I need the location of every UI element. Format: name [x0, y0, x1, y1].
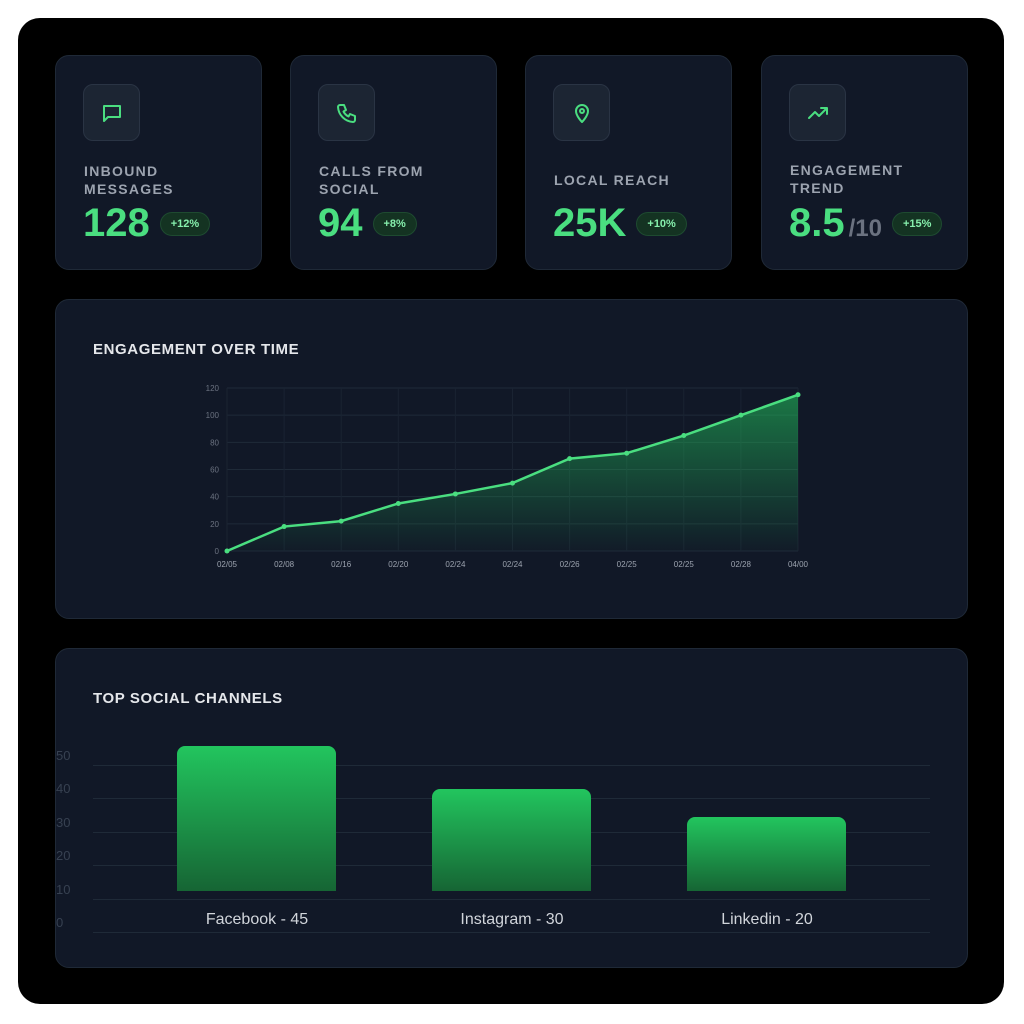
x-tick-label: 04/00: [788, 560, 809, 569]
gridline: [93, 898, 930, 900]
card-label: SOCIAL: [319, 181, 380, 197]
data-point: [567, 456, 573, 462]
y-tick-label: 10: [56, 881, 71, 897]
y-tick-label: 120: [206, 384, 220, 393]
card-value: 8.5: [789, 201, 845, 245]
y-tick-label: 50: [56, 747, 71, 763]
change-badge: +12%: [159, 211, 211, 236]
y-tick-label: 40: [210, 493, 219, 502]
x-tick-label: 02/26: [560, 560, 581, 569]
bar: [432, 788, 591, 891]
chart-title: TOP SOCIAL CHANNELS: [93, 690, 283, 707]
y-tick-label: 40: [56, 781, 71, 796]
bar: [177, 746, 336, 891]
chart-title: ENGAGEMENT OVER TIME: [93, 341, 300, 358]
bar: [687, 817, 846, 891]
card-label: CALLS FROM: [319, 163, 424, 179]
card-engagement-trend[interactable]: ENGAGEMENT TREND 8.5/10 +15%: [761, 55, 968, 270]
card-label: ENGAGEMENT: [790, 162, 904, 178]
gridline: [93, 932, 930, 933]
change-badge: +10%: [636, 211, 687, 236]
card-value: 128: [83, 201, 150, 245]
card-value-suffix: /10: [848, 214, 882, 242]
x-tick-label: 02/25: [617, 560, 638, 569]
card-local-reach[interactable]: LOCAL REACH 25K +10%: [525, 55, 732, 270]
trending-up-icon: [789, 84, 846, 141]
data-point: [624, 450, 630, 456]
y-tick-label: 100: [206, 411, 220, 420]
y-tick-label: 30: [56, 814, 71, 830]
bar-label: Linkedin - 20: [721, 911, 813, 928]
card-calls-from-social[interactable]: CALLS FROM SOCIAL 94 +8%: [290, 55, 497, 270]
y-tick-label: 20: [210, 520, 219, 529]
card-value: 25K: [553, 201, 627, 245]
data-point: [395, 500, 401, 506]
change-badge: +8%: [372, 211, 417, 236]
area-fill: [227, 394, 798, 551]
message-icon: [83, 84, 140, 141]
card-label: INBOUND: [84, 163, 159, 179]
top-social-channels-panel: TOP SOCIAL CHANNELS 0 10 20 30 40 50 Facebook …: [55, 648, 968, 968]
data-point: [738, 412, 744, 418]
change-badge: +15%: [891, 211, 943, 236]
y-tick-label: 20: [56, 848, 71, 863]
x-tick-label: 02/20: [388, 560, 409, 569]
y-tick-label: 60: [210, 466, 219, 475]
bar-label: Instagram - 30: [460, 911, 564, 928]
location-pin-icon: [553, 84, 610, 141]
data-point: [281, 524, 287, 530]
gridline: [93, 764, 930, 766]
y-tick-label: 0: [215, 547, 220, 556]
card-label: TREND: [790, 180, 845, 196]
data-point: [681, 433, 687, 439]
card-label: MESSAGES: [84, 181, 174, 197]
data-point: [452, 491, 458, 497]
data-point: [338, 518, 344, 524]
x-tick-label: 02/24: [445, 560, 466, 569]
line-chart: 0 20 40 60 80 100 120 02/05 02/08 02/16 02/20 02/24…: [206, 384, 809, 569]
data-point: [795, 392, 801, 398]
y-tick-label: 80: [210, 438, 219, 447]
y-tick-label: 0: [56, 915, 64, 930]
phone-icon: [318, 84, 375, 141]
card-label: LOCAL REACH: [554, 172, 670, 188]
x-tick-label: 02/24: [502, 560, 523, 569]
data-point: [510, 480, 515, 486]
data-point: [224, 548, 230, 554]
x-tick-label: 02/05: [217, 560, 238, 569]
card-inbound-messages[interactable]: INBOUND MESSAGES 128 +12%: [55, 55, 262, 270]
engagement-over-time-panel: ENGAGEMENT OVER TIME 0 20 40 60 80 100 120 02/0…: [55, 299, 968, 619]
x-tick-label: 02/16: [331, 560, 352, 569]
bar-label: Facebook - 45: [205, 911, 309, 928]
x-tick-label: 02/28: [731, 560, 752, 569]
card-value: 94: [318, 201, 363, 245]
x-tick-label: 02/25: [674, 560, 695, 569]
x-tick-label: 02/08: [274, 560, 295, 569]
